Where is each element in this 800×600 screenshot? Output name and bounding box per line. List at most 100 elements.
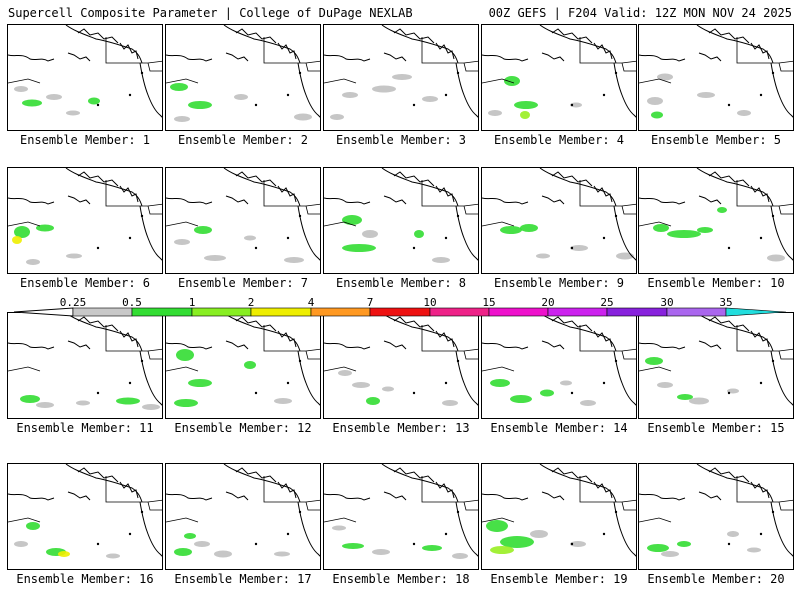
colorbar-tick-label: 2 [248,296,255,309]
parameter-contour [500,536,534,548]
parameter-contour [14,86,28,92]
political-border [263,37,320,64]
parameter-contour [142,404,160,410]
island [570,246,574,250]
island [286,381,290,385]
parameter-contour [194,541,210,547]
island [444,532,448,536]
parameter-contour [332,525,346,531]
coastline [482,493,529,501]
coastline [223,464,301,503]
parameter-contour [342,543,364,549]
parameter-contour [66,110,80,116]
island [456,359,460,363]
parameter-contour [234,94,248,100]
island [96,103,100,107]
island [444,93,448,97]
coastline [65,464,143,503]
map-canvas [482,464,636,557]
island [727,103,731,107]
coastline [551,28,593,44]
political-border [147,205,162,215]
parameter-contour [174,548,192,556]
run-valid-time: 00Z GEFS | F204 Valid: 12Z MON NOV 24 20… [488,6,792,20]
parameter-contour [244,235,256,241]
coastline [235,171,277,187]
island [759,532,763,536]
island [570,103,574,107]
parameter-contour [14,226,30,238]
island [286,236,290,240]
political-border [421,37,478,64]
ensemble-member-label: Ensemble Member: 19 [490,572,628,586]
political-border [463,205,478,215]
coastline [223,313,301,352]
map-canvas [639,464,793,557]
island [602,381,606,385]
political-border [463,350,478,360]
parameter-contour [661,551,679,557]
coastline [593,42,613,60]
island [727,246,731,250]
coastline [750,481,770,499]
coastline [393,171,435,187]
political-border [621,62,636,72]
island [254,246,258,250]
parameter-contour [514,101,538,109]
parameter-contour [504,76,520,86]
parameter-contour [697,227,713,233]
parameter-contour [717,207,727,213]
political-border [147,501,162,511]
political-border [579,476,636,503]
island [128,381,132,385]
coastline [541,491,565,501]
parameter-contour [536,253,550,259]
parameter-contour [488,110,502,116]
coastline [539,464,617,503]
political-border [621,205,636,215]
coastline [698,491,722,501]
parameter-contour [116,397,140,405]
colorbar-tick-label: 35 [719,296,732,309]
parameter-contour [26,259,40,265]
coastline [541,195,565,205]
political-border [166,517,199,523]
coastline [696,313,774,352]
parameter-contour [204,255,226,261]
coastline [393,467,435,483]
political-border [736,180,793,207]
coastline [482,342,529,350]
political-border [639,366,672,372]
map-canvas [482,313,636,406]
ensemble-member-map [323,463,479,570]
political-border [639,517,672,523]
coastline [235,467,277,483]
coastline [8,342,55,350]
island [412,246,416,250]
coastline [696,464,774,503]
ensemble-member-label: Ensemble Member: 7 [177,276,309,290]
political-border [736,37,793,64]
ensemble-member-map [481,312,637,419]
ensemble-member-map [481,463,637,570]
political-border [324,221,357,227]
map-canvas [8,464,162,559]
island [771,214,775,218]
parameter-contour [657,73,673,81]
parameter-contour [58,551,70,557]
island [96,246,100,250]
island [614,214,618,218]
parameter-contour [422,96,438,102]
political-border [166,78,199,84]
colorbar-tick-label: 10 [423,296,436,309]
map-canvas [324,464,478,559]
political-border [778,62,793,72]
coastline [539,313,617,352]
parameter-contour [76,400,90,406]
ensemble-member-map [7,167,163,274]
coastline [381,464,459,503]
map-canvas [324,313,478,406]
parameter-contour [274,398,292,404]
colorbar-low-arrow [13,307,74,317]
parameter-contour [570,102,582,108]
